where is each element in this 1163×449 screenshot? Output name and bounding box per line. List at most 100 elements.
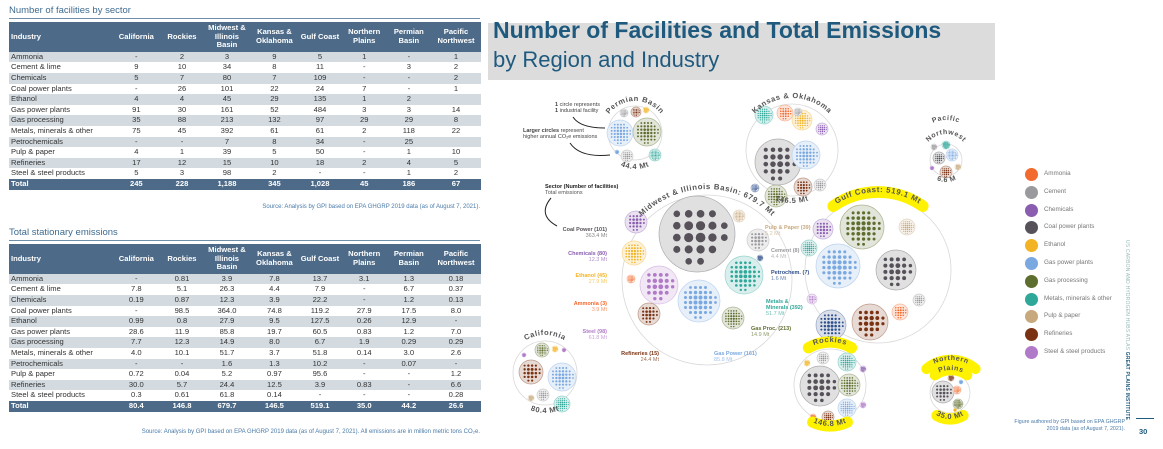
- sector-label-name: Gas Power (161): [714, 351, 757, 357]
- facility-dot: [652, 154, 654, 156]
- facility-dot: [956, 401, 958, 403]
- facility-dot: [849, 366, 851, 368]
- facility-dot: [853, 405, 855, 408]
- facility-dot: [653, 296, 657, 301]
- facility-dot: [819, 231, 822, 235]
- facility-dot: [647, 109, 649, 111]
- facility-dot: [944, 142, 946, 144]
- sector-bubble: [932, 151, 946, 165]
- facility-dot: [543, 346, 545, 348]
- facility-dot: [694, 316, 697, 319]
- facility-dot: [805, 158, 809, 161]
- facility-dot: [854, 390, 856, 392]
- facility-dot: [797, 117, 799, 120]
- facility-dot: [860, 369, 862, 371]
- facility-dot: [947, 156, 949, 158]
- facility-dot: [817, 184, 820, 187]
- row-label: Pulp & paper: [9, 369, 112, 380]
- facility-dot: [530, 396, 532, 398]
- table-cell: -: [160, 358, 204, 370]
- facility-dot: [572, 377, 574, 379]
- facility-dot: [632, 113, 634, 115]
- facility-dot: [812, 151, 815, 154]
- facility-dot: [809, 145, 812, 147]
- facility-dot: [761, 256, 763, 258]
- facility-dot: [861, 404, 863, 406]
- facility-dot: [908, 263, 913, 268]
- total-cell: 146.8: [160, 400, 204, 412]
- facility-dot: [846, 359, 849, 362]
- facility-dot: [639, 247, 642, 249]
- facility-dot: [562, 387, 564, 389]
- facility-dot: [758, 256, 760, 258]
- facility-dot: [945, 171, 948, 174]
- facility-dot: [646, 128, 650, 131]
- facility-dot: [657, 152, 659, 154]
- facility-dot: [646, 110, 648, 112]
- sector-label-name: Petrochem. (7): [771, 270, 809, 276]
- facility-dot: [761, 112, 764, 115]
- facility-dot: [794, 122, 797, 124]
- facility-dot: [819, 222, 822, 225]
- facility-dot: [756, 187, 758, 189]
- facility-dot: [632, 108, 634, 110]
- facility-dot: [827, 250, 831, 254]
- facility-dot: [698, 310, 703, 315]
- facility-dot: [902, 257, 906, 262]
- facility-dot: [897, 317, 899, 319]
- table-cell: 51.8: [298, 347, 342, 359]
- facility-dot: [639, 252, 642, 255]
- legend-swatch: [1025, 168, 1038, 181]
- facility-dot: [939, 388, 942, 391]
- table-cell: 2: [250, 168, 299, 179]
- facility-dot: [645, 307, 648, 310]
- facility-dot: [961, 381, 963, 383]
- facility-dot: [910, 226, 912, 229]
- facility-dot: [693, 290, 698, 295]
- row-label: Chemicals: [9, 72, 112, 84]
- table-cell: 0.81: [160, 273, 204, 285]
- facility-dot: [761, 121, 764, 123]
- facility-dot: [768, 195, 770, 198]
- facility-dot: [809, 253, 811, 255]
- facility-dot: [708, 300, 713, 305]
- sector-label-name: Chemicals (80): [568, 251, 607, 257]
- facility-dot: [640, 122, 643, 124]
- facility-dot: [897, 306, 900, 309]
- facility-dot: [946, 145, 948, 147]
- facility-dot: [708, 233, 717, 242]
- total-cell: 26.6: [431, 400, 481, 412]
- facility-dot: [761, 239, 764, 243]
- facility-dot: [720, 222, 728, 230]
- facility-dot: [637, 125, 639, 128]
- facility-dot: [763, 112, 766, 115]
- facility-dot: [851, 405, 853, 408]
- facility-dot: [759, 114, 762, 117]
- facility-dot: [949, 377, 951, 379]
- facility-dot: [529, 398, 531, 400]
- facility-dot: [908, 226, 911, 229]
- facility-dot: [947, 153, 949, 155]
- facility-dot: [822, 132, 824, 134]
- facility-dot: [816, 183, 818, 185]
- facility-dot: [622, 129, 626, 132]
- facility-dot: [954, 401, 956, 403]
- table-row: Gas power plants 28.6 11.9 85.8 19.7 60.5 0.83…: [9, 326, 481, 338]
- facilities-table: Industry California Rockies Midwest & Illin…: [9, 22, 481, 190]
- facility-dot: [624, 153, 627, 156]
- facility-dot: [743, 283, 747, 287]
- facility-dot: [854, 387, 856, 390]
- facility-dot: [643, 122, 646, 124]
- label-highlight: [931, 409, 969, 425]
- facility-dot: [787, 108, 789, 110]
- facility-dot: [954, 388, 956, 390]
- facility-dot: [805, 189, 808, 192]
- facility-dot: [647, 273, 651, 277]
- table-cell: 3: [386, 62, 432, 73]
- facility-dot: [778, 176, 783, 181]
- facility-dot: [864, 404, 866, 406]
- facility-dot: [558, 405, 560, 408]
- facility-dot: [957, 166, 959, 168]
- facility-dot: [830, 324, 834, 328]
- facility-dot: [841, 379, 843, 382]
